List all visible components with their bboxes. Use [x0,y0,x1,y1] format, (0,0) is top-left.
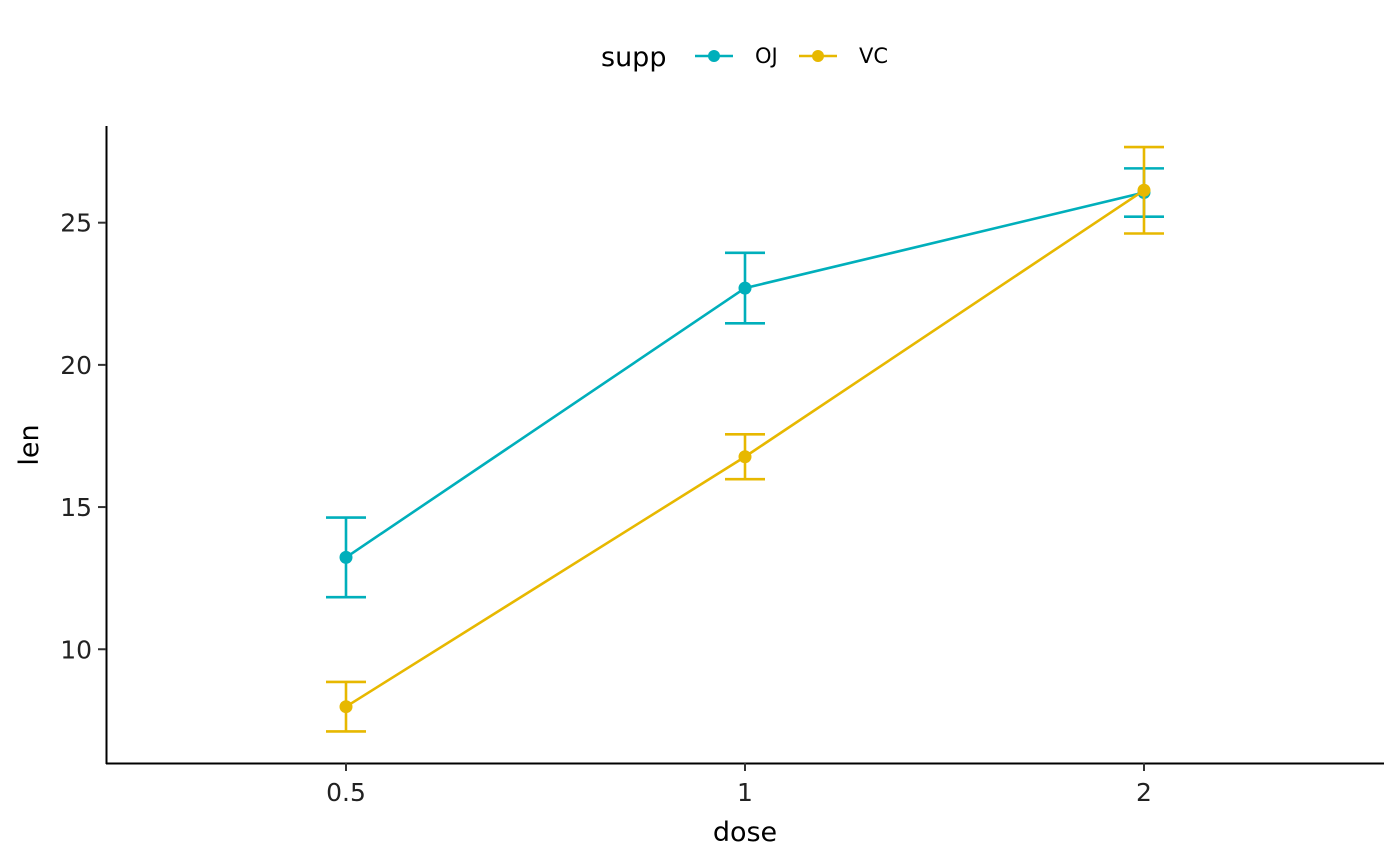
series-line-oj [345,191,1145,559]
legend-label-oj: OJ [755,44,778,68]
y-tick-label: 25 [60,209,92,238]
data-point-oj [339,550,353,564]
legend-item-oj: OJ [695,44,778,68]
x-tick-label: 0.5 [326,778,366,807]
legend-key-point-vc [812,50,824,62]
legend-key-point-oj [708,50,720,62]
y-tick-label: 15 [60,493,92,522]
y-axis-title: len [14,424,45,465]
x-tick-label: 1 [737,778,753,807]
y-ticks: 10 15 20 25 [60,209,106,664]
data-point-vc [1137,183,1151,197]
legend-title: supp [601,42,666,73]
data-point-vc [738,450,752,464]
legend: supp OJ VC [601,42,888,73]
series-layer [326,145,1164,733]
y-tick-label: 20 [60,351,92,380]
series-oj [326,167,1164,599]
x-ticks: 0.5 1 2 [326,763,1152,807]
data-point-oj [738,281,752,295]
series-vc [326,145,1164,733]
legend-label-vc: VC [859,44,888,68]
legend-item-vc: VC [799,44,888,68]
y-tick-label: 10 [60,635,92,664]
x-tick-label: 2 [1136,778,1152,807]
data-point-vc [339,700,353,714]
x-axis-title: dose [713,817,777,848]
